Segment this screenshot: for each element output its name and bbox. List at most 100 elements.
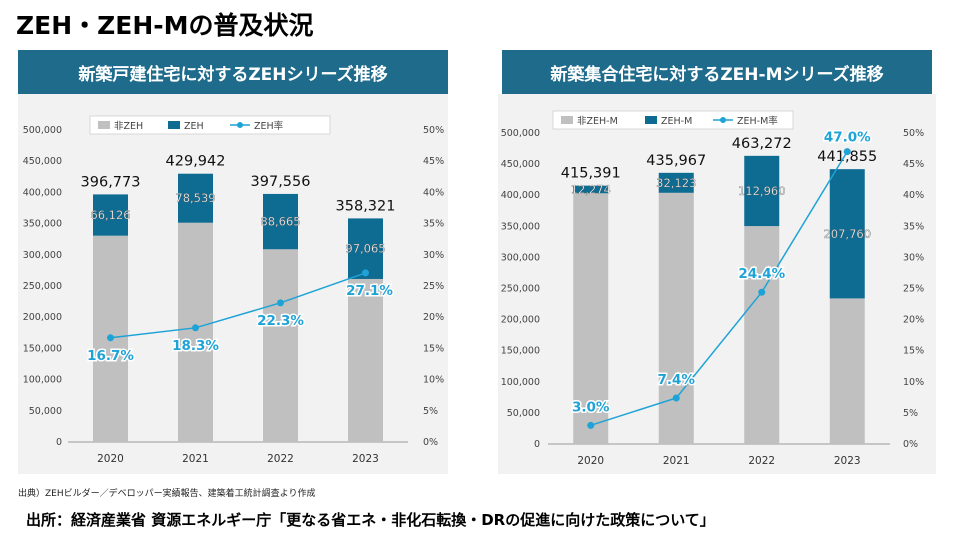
bar-zeh: [658, 172, 694, 193]
rate-line: [110, 272, 366, 339]
y-axis-tick-label: 450,000: [23, 156, 62, 167]
y-axis-tick-label: 50,000: [29, 406, 62, 417]
bar-zeh: [573, 185, 609, 194]
y-axis-tick-label: 100,000: [23, 375, 62, 386]
y2-axis-tick-label: 50%: [903, 128, 924, 139]
y-axis-tick-label: 300,000: [501, 252, 540, 263]
rate-point: [362, 269, 369, 277]
chart-legend: 非ZEH-M ZEH-M ZEH-M率: [552, 110, 794, 130]
rate-label: 3.0%: [572, 399, 610, 415]
y-axis-tick-label: 100,000: [501, 377, 540, 388]
bar-zeh-label: 112,960: [738, 184, 786, 198]
legend-label-zeh: ZEH: [184, 121, 204, 132]
legend-label-rate: ZEH率: [254, 120, 284, 132]
legend-swatch-zeh: [168, 121, 180, 129]
page-title: ZEH・ZEH-Mの普及状況: [16, 11, 314, 40]
bar-zeh-label: 97,065: [345, 242, 385, 256]
bar-total-label: 441,855: [817, 149, 877, 165]
bar-zeh-label: 88,665: [260, 215, 300, 229]
bar-non-zeh: [348, 278, 383, 442]
rate-label: 22.3%: [257, 313, 304, 329]
rate-line: [590, 151, 848, 427]
y2-axis-tick-label: 25%: [903, 284, 924, 295]
bar-total-label: 397,556: [251, 174, 311, 190]
chart-2-header: 新築集合住宅に対するZEH-Mシリーズ推移: [502, 50, 932, 94]
bar-zeh-label: 12,274: [571, 182, 611, 196]
bar-zeh: [348, 218, 383, 279]
legend-label-non-zeh: 非ZEH: [114, 120, 143, 132]
bar-non-zeh: [658, 192, 694, 444]
y2-axis-tick-label: 40%: [423, 187, 444, 198]
chart-legend: 非ZEH ZEH ZEH率: [89, 115, 331, 135]
bar-zeh-label: 32,123: [656, 176, 696, 190]
bar-non-zeh: [829, 298, 865, 444]
bar-zeh: [263, 193, 298, 250]
x-axis-tick-label: 2021: [663, 455, 690, 467]
y2-axis-tick-label: 35%: [423, 219, 444, 230]
rate-point: [758, 288, 766, 296]
bar-non-zeh: [744, 226, 780, 444]
rate-point: [587, 421, 595, 429]
y-axis-tick-label: 400,000: [23, 187, 62, 198]
bar-zeh-label: 66,126: [90, 208, 130, 222]
y2-axis-tick-label: 30%: [423, 250, 444, 261]
y2-axis-tick-label: 10%: [903, 377, 924, 388]
y2-axis-tick-label: 20%: [903, 315, 924, 326]
source-note: 出典）ZEHビルダー／デベロッパー実績報告、建築着工統計調査より作成: [18, 489, 316, 499]
rate-label: 16.7%: [87, 348, 134, 364]
rate-label: 47.0%: [824, 130, 871, 146]
footer-source: 出所：経済産業省 資源エネルギー庁「更なる省エネ・非化石転換・DRの促進に向けた…: [26, 511, 715, 529]
y2-axis-tick-label: 5%: [423, 406, 438, 417]
legend-label-rate: ZEH-M率: [737, 115, 778, 127]
bar-total-label: 463,272: [732, 136, 792, 152]
y-axis-tick-label: 200,000: [501, 315, 540, 326]
y-axis-tick-label: 300,000: [23, 250, 62, 261]
bar-zeh-label: 207,760: [823, 227, 871, 241]
y2-axis-tick-label: 5%: [903, 408, 918, 419]
y-axis-tick-label: 400,000: [501, 190, 540, 201]
y2-axis-tick-label: 20%: [423, 312, 444, 323]
y2-axis-tick-label: 0%: [423, 437, 438, 448]
x-axis-tick-label: 2022: [267, 453, 294, 465]
x-axis-tick-label: 2021: [182, 453, 209, 465]
y-axis-tick-label: 50,000: [507, 408, 540, 419]
y-axis-tick-label: 0: [534, 439, 540, 450]
rate-label: 27.1%: [346, 283, 393, 299]
y2-axis-tick-label: 0%: [903, 439, 918, 450]
bar-total-label: 435,967: [646, 153, 706, 169]
x-axis-tick-label: 2022: [748, 455, 775, 467]
legend-label-zeh: ZEH-M: [661, 116, 692, 127]
bar-zeh: [744, 155, 780, 227]
bar-zeh: [93, 194, 128, 236]
y-axis-tick-label: 250,000: [501, 284, 540, 295]
y2-axis-tick-label: 50%: [423, 125, 444, 136]
rate-point: [107, 334, 114, 342]
x-axis-tick-label: 2020: [97, 453, 124, 465]
x-axis-tick-label: 2020: [577, 455, 604, 467]
y2-axis-tick-label: 45%: [423, 156, 444, 167]
legend-label-non-zeh: 非ZEH-M: [577, 115, 618, 127]
y2-axis-tick-label: 30%: [903, 252, 924, 263]
rate-point: [192, 324, 199, 332]
y-axis-tick-label: 0: [56, 437, 62, 448]
legend-swatch-zeh: [645, 116, 657, 124]
rate-label: 24.4%: [738, 266, 785, 282]
y-axis-tick-label: 150,000: [23, 343, 62, 354]
rate-point: [672, 394, 680, 402]
y-axis-tick-label: 350,000: [23, 219, 62, 230]
legend-marker-rate: [237, 122, 243, 128]
bar-zeh: [178, 173, 213, 223]
rate-point: [843, 148, 851, 156]
rate-point: [277, 299, 284, 307]
y-axis-tick-label: 200,000: [23, 312, 62, 323]
y-axis-tick-label: 500,000: [23, 125, 62, 136]
y-axis-tick-label: 150,000: [501, 346, 540, 357]
bar-total-label: 358,321: [336, 198, 396, 214]
bar-total-label: 396,773: [81, 174, 141, 190]
chart-1-header: 新築戸建住宅に対するZEHシリーズ推移: [18, 50, 448, 94]
y2-axis-tick-label: 15%: [423, 343, 444, 354]
bar-zeh-label: 78,539: [175, 191, 215, 205]
rate-label: 7.4%: [658, 372, 696, 388]
bar-total-label: 415,391: [561, 166, 621, 182]
